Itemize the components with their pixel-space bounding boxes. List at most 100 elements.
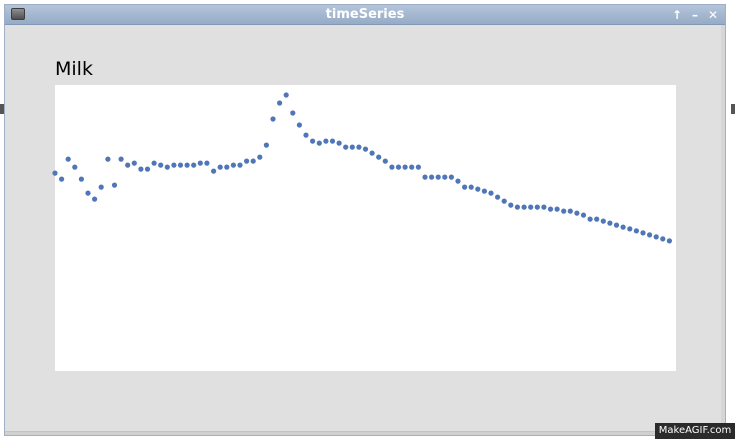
data-point	[118, 156, 124, 162]
data-point	[640, 230, 646, 236]
data-point	[138, 166, 144, 172]
data-point	[415, 164, 421, 170]
chart-title: Milk	[55, 58, 93, 80]
data-point	[336, 140, 342, 146]
data-point	[495, 194, 501, 200]
data-point	[574, 210, 580, 216]
data-point	[184, 162, 190, 168]
data-point	[429, 174, 435, 180]
data-point	[303, 132, 309, 138]
data-point	[164, 164, 170, 170]
data-point	[462, 184, 468, 190]
data-point	[442, 174, 448, 180]
data-point	[204, 160, 210, 166]
data-point	[567, 208, 573, 214]
title-bar[interactable]: timeSeries ↑ – ✕	[5, 5, 725, 25]
data-point	[481, 188, 487, 194]
data-point	[270, 116, 276, 122]
data-point	[475, 186, 481, 192]
data-point	[323, 138, 329, 144]
data-point	[211, 168, 217, 174]
data-point	[613, 222, 620, 228]
data-point	[435, 174, 441, 180]
data-point	[290, 110, 296, 116]
data-point	[627, 226, 633, 232]
window-title: timeSeries	[325, 7, 405, 22]
data-point	[561, 208, 567, 214]
data-point	[316, 140, 322, 146]
data-point	[296, 122, 302, 128]
data-point	[263, 142, 269, 148]
watermark-label: MakeAGIF.com	[655, 423, 735, 439]
data-point	[508, 202, 514, 208]
data-point	[158, 162, 164, 168]
data-point	[594, 216, 600, 222]
data-point	[277, 100, 283, 106]
data-point	[369, 150, 375, 156]
data-point	[607, 220, 613, 226]
app-icon[interactable]	[11, 8, 25, 20]
data-point	[402, 164, 408, 170]
data-point	[92, 196, 98, 202]
data-point	[52, 170, 58, 176]
data-point	[554, 206, 560, 212]
data-point	[177, 162, 184, 168]
data-point	[65, 156, 71, 162]
plot-area	[52, 85, 676, 371]
data-point	[633, 228, 640, 234]
window-right-edge	[721, 25, 725, 435]
data-point	[528, 204, 534, 210]
data-point	[105, 156, 111, 162]
data-point	[422, 174, 428, 180]
data-point	[356, 144, 362, 150]
data-point	[448, 174, 454, 180]
data-point	[660, 236, 666, 242]
data-point	[131, 160, 137, 166]
data-point	[653, 234, 659, 240]
data-point	[514, 204, 520, 210]
data-point	[647, 232, 653, 238]
data-point	[125, 162, 131, 168]
data-point	[343, 144, 349, 150]
data-point	[488, 190, 494, 196]
data-point	[547, 206, 554, 212]
data-point	[250, 158, 256, 164]
data-point	[620, 224, 626, 230]
data-point	[283, 92, 289, 98]
data-point	[78, 176, 84, 182]
data-point	[587, 216, 593, 222]
data-point	[257, 154, 263, 160]
data-point	[501, 198, 507, 204]
data-point	[144, 166, 151, 172]
data-point	[409, 164, 415, 170]
data-point	[362, 146, 369, 152]
data-point	[72, 164, 78, 170]
data-point	[111, 182, 118, 188]
data-point	[85, 190, 91, 196]
data-point	[389, 164, 395, 170]
data-point	[197, 160, 203, 166]
window-controls: ↑ – ✕	[669, 6, 721, 24]
minimize-button[interactable]: –	[692, 8, 698, 22]
data-point	[230, 162, 236, 168]
data-point	[329, 138, 336, 144]
data-point	[191, 162, 197, 168]
data-point	[349, 144, 355, 150]
data-point	[468, 184, 474, 190]
window-bottom-edge[interactable]	[5, 431, 725, 435]
data-point	[395, 164, 402, 170]
close-button[interactable]: ✕	[707, 8, 719, 22]
left-edge-tab	[0, 104, 4, 114]
data-point	[217, 164, 223, 170]
data-point	[580, 212, 587, 218]
data-point	[521, 204, 527, 210]
maximize-button[interactable]: ↑	[671, 8, 683, 22]
data-point	[541, 204, 547, 210]
data-point	[98, 184, 104, 190]
data-point	[59, 176, 65, 182]
data-point	[171, 162, 177, 168]
app-window: timeSeries ↑ – ✕ Milk	[4, 4, 726, 436]
data-point	[310, 138, 316, 144]
data-point	[455, 178, 461, 184]
data-point	[151, 160, 157, 166]
